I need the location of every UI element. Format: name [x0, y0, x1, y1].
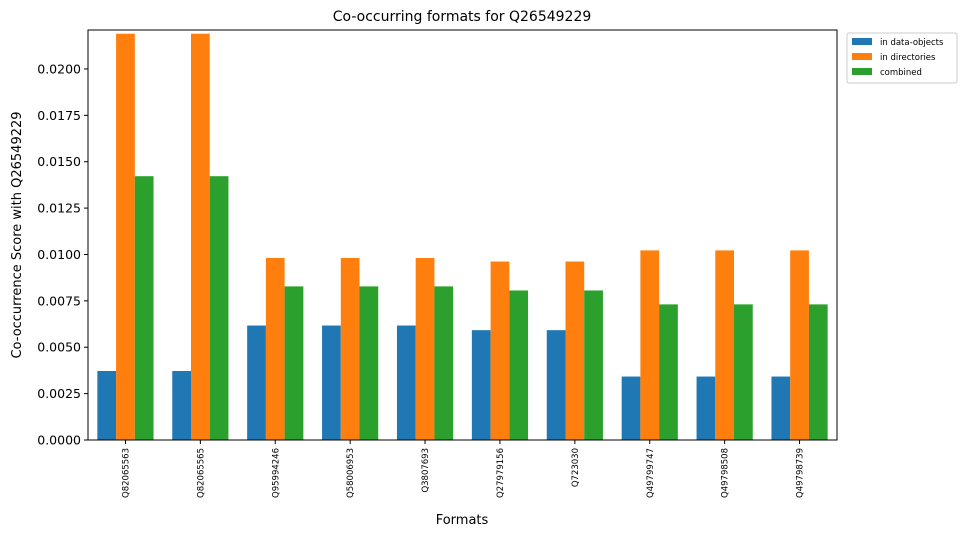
bar-Q723030-in-directories: [565, 261, 585, 440]
x-tick-label: Q49799747: [646, 448, 656, 498]
legend: in data-objects in directories combined: [846, 32, 958, 84]
legend-frame: [846, 32, 958, 84]
bar-Q49799747-combined: [659, 304, 678, 440]
bar-Q49798508-in-directories: [715, 250, 735, 440]
bar-Q49798508-combined: [734, 304, 753, 440]
plot-frame: [87, 29, 838, 441]
bar-Q3807693-combined: [434, 286, 454, 440]
bar-Q82065565-in-directories: [190, 33, 210, 441]
bar-Q49798739-in-data-objects: [771, 376, 791, 440]
y-axis-label: Co-occurrence Score with Q26549229: [10, 111, 25, 358]
bar-Q27979156-in-directories: [490, 261, 510, 440]
bar-Q58006953-combined: [359, 286, 379, 440]
y-tick-label: 0.0175: [37, 108, 81, 123]
x-tick-label: Q49798508: [721, 448, 731, 498]
y-tick-label: 0.0100: [37, 247, 81, 262]
bar-Q49799747-in-directories: [640, 250, 660, 440]
x-tick-label: Q723030: [571, 448, 581, 487]
bar-Q95994246-in-data-objects: [247, 325, 266, 440]
legend-label-in-data-objects: in data-objects: [880, 38, 944, 48]
y-tick-label: 0.0000: [37, 433, 81, 448]
bar-Q95994246-combined: [284, 286, 304, 440]
bar-Q49798739-combined: [808, 304, 828, 440]
y-tick-label: 0.0025: [37, 386, 81, 401]
x-axis-label: Formats: [436, 513, 489, 528]
y-tick-label: 0.0125: [37, 201, 81, 216]
bars-group: [97, 33, 828, 441]
x-tick-label: Q82065565: [196, 448, 206, 498]
legend-swatch-in-directories: [852, 53, 872, 60]
bar-Q82065563-in-directories: [116, 33, 135, 441]
bar-Q3807693-in-data-objects: [396, 325, 416, 440]
x-tick-label: Q49798739: [796, 448, 806, 498]
bar-Q27979156-in-data-objects: [471, 330, 491, 440]
y-axis: 0.0000 0.0025 0.0050 0.0075 0.0100 0.0125 0.01…: [37, 61, 88, 448]
bar-Q3807693-in-directories: [415, 258, 435, 440]
bar-Q49799747-in-data-objects: [621, 376, 641, 440]
bar-Q49798739-in-directories: [790, 250, 809, 440]
y-tick-label: 0.0200: [37, 61, 81, 76]
bar-Q82065565-combined: [209, 176, 229, 440]
x-tick-label: Q27979156: [496, 448, 506, 498]
legend-swatch-in-data-objects: [852, 38, 872, 45]
bar-Q82065565-in-data-objects: [172, 370, 191, 440]
bar-Q82065563-combined: [134, 176, 154, 440]
y-tick-label: 0.0075: [37, 293, 81, 308]
bar-Q95994246-in-directories: [265, 258, 285, 440]
bar-Q82065563-in-data-objects: [97, 370, 117, 440]
bar-Q58006953-in-directories: [340, 258, 360, 440]
x-tick-label: Q82065563: [121, 448, 131, 498]
bar-Q723030-in-data-objects: [546, 330, 566, 440]
bar-Q58006953-in-data-objects: [322, 325, 341, 440]
bar-Q723030-combined: [584, 290, 603, 440]
x-tick-label: Q95994246: [271, 448, 281, 498]
legend-swatch-combined: [852, 68, 872, 75]
chart-title: Co-occurring formats for Q26549229: [333, 9, 592, 25]
bar-Q27979156-combined: [509, 290, 529, 440]
legend-label-in-directories: in directories: [880, 53, 936, 63]
bar-Q49798508-in-data-objects: [696, 376, 716, 440]
y-tick-label: 0.0150: [37, 154, 81, 169]
x-axis: Q82065563 Q82065565 Q95994246 Q58006953 Q380…: [121, 440, 806, 498]
x-tick-label: Q58006953: [346, 448, 356, 498]
legend-label-combined: combined: [880, 68, 922, 78]
x-tick-label: Q3807693: [421, 448, 431, 493]
y-tick-label: 0.0050: [37, 340, 81, 355]
